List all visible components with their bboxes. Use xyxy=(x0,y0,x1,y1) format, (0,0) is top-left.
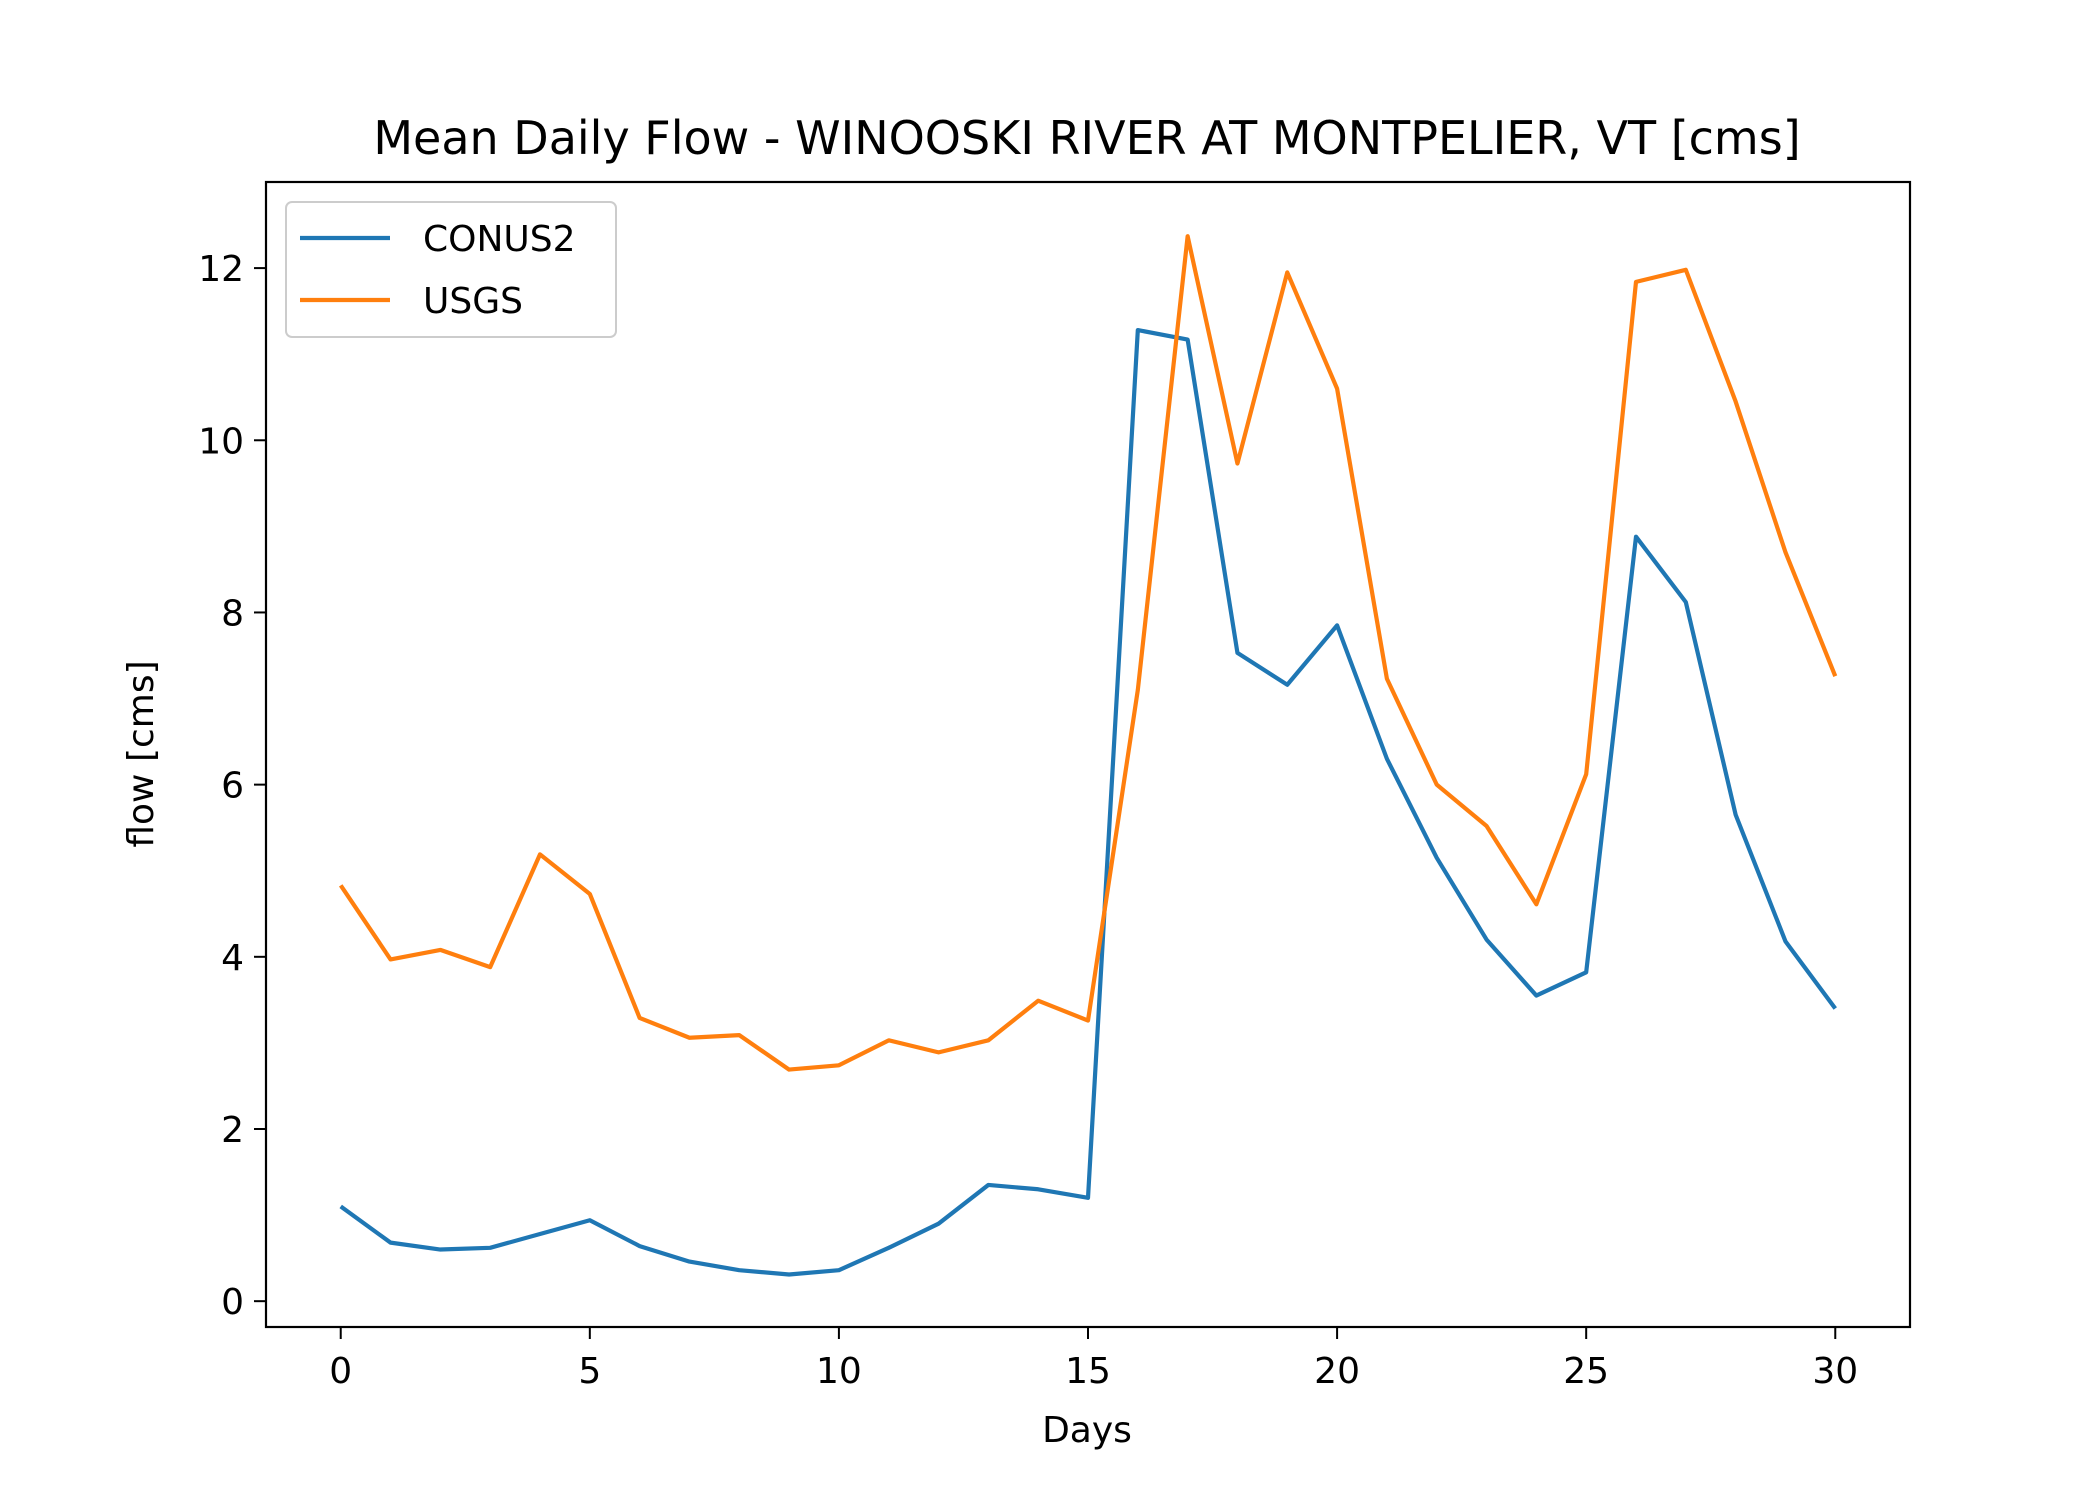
x-tick-label: 0 xyxy=(329,1351,352,1392)
y-tick-label: 8 xyxy=(221,593,244,634)
x-axis-label: Days xyxy=(1042,1410,1132,1451)
x-tick-label: 5 xyxy=(578,1351,601,1392)
y-tick-label: 4 xyxy=(221,938,244,979)
y-tick-label: 6 xyxy=(221,766,244,807)
legend-label-conus2: CONUS2 xyxy=(423,219,576,260)
x-tick-label: 25 xyxy=(1563,1351,1609,1392)
y-tick-label: 2 xyxy=(221,1110,244,1151)
y-tick-label: 0 xyxy=(221,1282,244,1323)
y-tick-label: 10 xyxy=(198,421,244,462)
x-tick-label: 10 xyxy=(816,1351,862,1392)
y-axis-label: flow [cms] xyxy=(121,660,162,847)
x-axis-ticks: 0 5 10 15 20 25 30 xyxy=(329,1327,1858,1392)
series-line-conus2 xyxy=(339,327,1837,1277)
legend-label-usgs: USGS xyxy=(423,281,523,322)
series-line-usgs xyxy=(338,234,1838,1072)
y-tick-label: 12 xyxy=(198,249,244,290)
series-layer xyxy=(338,234,1838,1277)
chart-title: Mean Daily Flow - WINOOSKI RIVER AT MONT… xyxy=(373,111,1800,165)
legend-box xyxy=(285,201,617,338)
x-tick-label: 20 xyxy=(1314,1351,1360,1392)
x-tick-label: 30 xyxy=(1812,1351,1858,1392)
y-axis-ticks: 0 2 4 6 8 10 12 xyxy=(198,249,266,1323)
x-tick-label: 15 xyxy=(1065,1351,1111,1392)
legend-items: CONUS2 USGS xyxy=(300,219,576,322)
legend: CONUS2 USGS xyxy=(285,201,617,338)
